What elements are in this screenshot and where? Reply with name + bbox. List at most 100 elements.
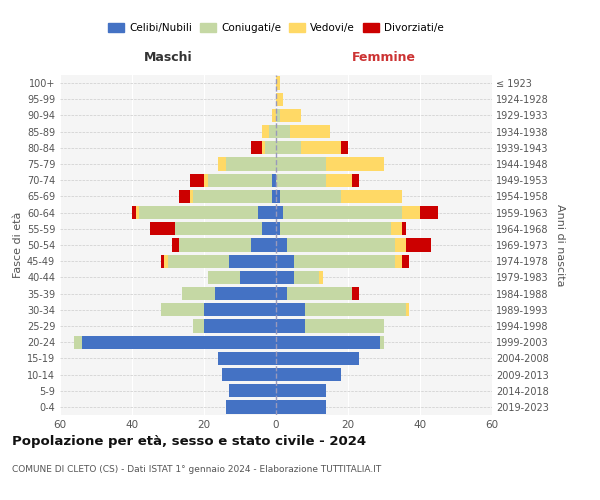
Bar [305,320,384,332]
Bar [276,238,287,252]
Bar [326,158,384,170]
Bar [276,125,290,138]
Bar [204,303,276,316]
Bar [229,384,276,398]
Bar [276,222,280,235]
Bar [276,287,287,300]
Text: Femmine: Femmine [352,50,416,64]
Bar [74,336,82,349]
Bar [258,206,276,220]
Bar [395,254,402,268]
Bar [294,254,395,268]
Bar [420,206,438,220]
Bar [262,125,269,138]
Bar [276,206,283,220]
Bar [276,76,280,90]
Bar [395,238,406,252]
Bar [179,190,190,203]
Bar [341,190,402,203]
Bar [172,238,179,252]
Bar [287,287,352,300]
Y-axis label: Anni di nascita: Anni di nascita [554,204,565,286]
Bar [222,368,276,381]
Bar [305,303,406,316]
Bar [276,270,294,284]
Bar [276,303,305,316]
Bar [276,352,359,365]
Bar [226,158,276,170]
Bar [276,254,294,268]
Bar [380,336,384,349]
Bar [294,270,319,284]
Bar [269,125,276,138]
Bar [276,320,305,332]
Bar [251,141,262,154]
Bar [164,254,168,268]
Bar [161,303,204,316]
Bar [218,352,276,365]
Bar [229,254,276,268]
Bar [352,174,359,187]
Bar [204,174,208,187]
Bar [272,109,276,122]
Bar [406,238,431,252]
Bar [182,287,215,300]
Bar [215,287,276,300]
Bar [276,336,380,349]
Bar [276,109,280,122]
Bar [402,222,406,235]
Bar [283,206,402,220]
Bar [276,368,341,381]
Bar [218,158,226,170]
Bar [161,254,164,268]
Bar [319,270,323,284]
Bar [190,190,193,203]
Bar [272,190,276,203]
Bar [280,222,391,235]
Bar [402,254,409,268]
Bar [341,141,348,154]
Bar [139,206,258,220]
Bar [276,190,280,203]
Bar [301,141,341,154]
Bar [276,92,283,106]
Bar [132,206,136,220]
Bar [82,336,276,349]
Bar [276,174,326,187]
Bar [272,174,276,187]
Y-axis label: Fasce di età: Fasce di età [13,212,23,278]
Bar [402,206,420,220]
Bar [150,222,175,235]
Bar [391,222,402,235]
Bar [136,206,139,220]
Bar [290,125,330,138]
Bar [326,174,352,187]
Bar [204,320,276,332]
Legend: Celibi/Nubili, Coniugati/e, Vedovi/e, Divorziati/e: Celibi/Nubili, Coniugati/e, Vedovi/e, Di… [104,19,448,38]
Bar [168,254,229,268]
Bar [208,270,240,284]
Bar [276,384,326,398]
Bar [276,158,326,170]
Bar [208,174,272,187]
Bar [226,400,276,413]
Text: Popolazione per età, sesso e stato civile - 2024: Popolazione per età, sesso e stato civil… [12,435,366,448]
Bar [287,238,395,252]
Bar [251,238,276,252]
Bar [240,270,276,284]
Bar [193,190,272,203]
Bar [276,400,326,413]
Text: Maschi: Maschi [143,50,193,64]
Text: COMUNE DI CLETO (CS) - Dati ISTAT 1° gennaio 2024 - Elaborazione TUTTITALIA.IT: COMUNE DI CLETO (CS) - Dati ISTAT 1° gen… [12,465,381,474]
Bar [276,141,301,154]
Bar [193,320,204,332]
Bar [406,303,409,316]
Bar [265,141,276,154]
Bar [175,222,262,235]
Bar [179,238,251,252]
Bar [352,287,359,300]
Bar [262,141,265,154]
Bar [280,109,301,122]
Bar [280,190,341,203]
Bar [262,222,276,235]
